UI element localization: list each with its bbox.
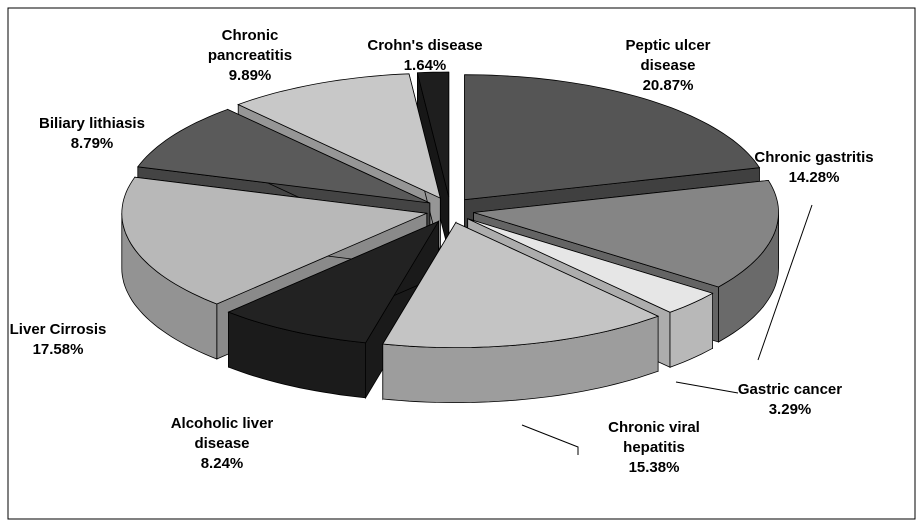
slice-label: Chronic pancreatitis 9.89%: [198, 26, 303, 86]
slice: [227, 219, 440, 400]
label-value: 14.28%: [788, 169, 840, 186]
label-value: 1.64%: [403, 57, 447, 74]
label-name: Chronic gastritis: [754, 149, 874, 166]
label-value: 3.29%: [768, 401, 812, 418]
slice-label: Gastric cancer 3.29%: [715, 380, 865, 420]
slice-top: [237, 73, 441, 199]
leader-line: [675, 381, 739, 394]
label-value: 15.38%: [628, 459, 680, 476]
slice-top: [416, 71, 450, 198]
slice-top: [464, 74, 761, 201]
slice-top: [382, 222, 660, 348]
label-name: Chronic pancreatitis: [207, 27, 293, 64]
pie: [121, 71, 780, 403]
label-value: 20.87%: [642, 77, 694, 94]
slice-label: Peptic ulcer disease 20.87%: [613, 36, 723, 96]
label-value: 17.58%: [32, 341, 84, 358]
label-name: Biliary lithiasis: [39, 115, 145, 132]
label-value: 9.89%: [228, 67, 272, 84]
slice-label: Alcoholic liver disease 8.24%: [155, 414, 290, 474]
label-name: Chronic viral hepatitis: [608, 419, 700, 456]
label-value: 8.24%: [200, 455, 244, 472]
slice-label: Chronic gastritis 14.28%: [729, 148, 899, 188]
label-name: Peptic ulcer disease: [625, 37, 711, 74]
label-name: Alcoholic liver disease: [170, 415, 274, 452]
label-name: Liver Cirrosis: [9, 321, 107, 338]
leader-line: [521, 424, 579, 455]
slice-top: [121, 176, 429, 305]
leader-line: [757, 204, 813, 361]
slice-top: [473, 179, 780, 288]
label-name: Gastric cancer: [737, 381, 843, 398]
slice-label: Chronic viral hepatitis 15.38%: [599, 418, 709, 478]
slice-top: [137, 108, 430, 204]
slice: [382, 221, 660, 403]
label-name: Crohn's disease: [367, 37, 483, 54]
slice-top: [467, 218, 714, 313]
label-value: 8.79%: [70, 135, 114, 152]
slice-top: [227, 220, 440, 344]
slice-label: Crohn's disease 1.64%: [345, 36, 505, 76]
slice-label: Liver Cirrosis 17.58%: [0, 320, 123, 360]
slice-label: Biliary lithiasis 8.79%: [12, 114, 172, 154]
